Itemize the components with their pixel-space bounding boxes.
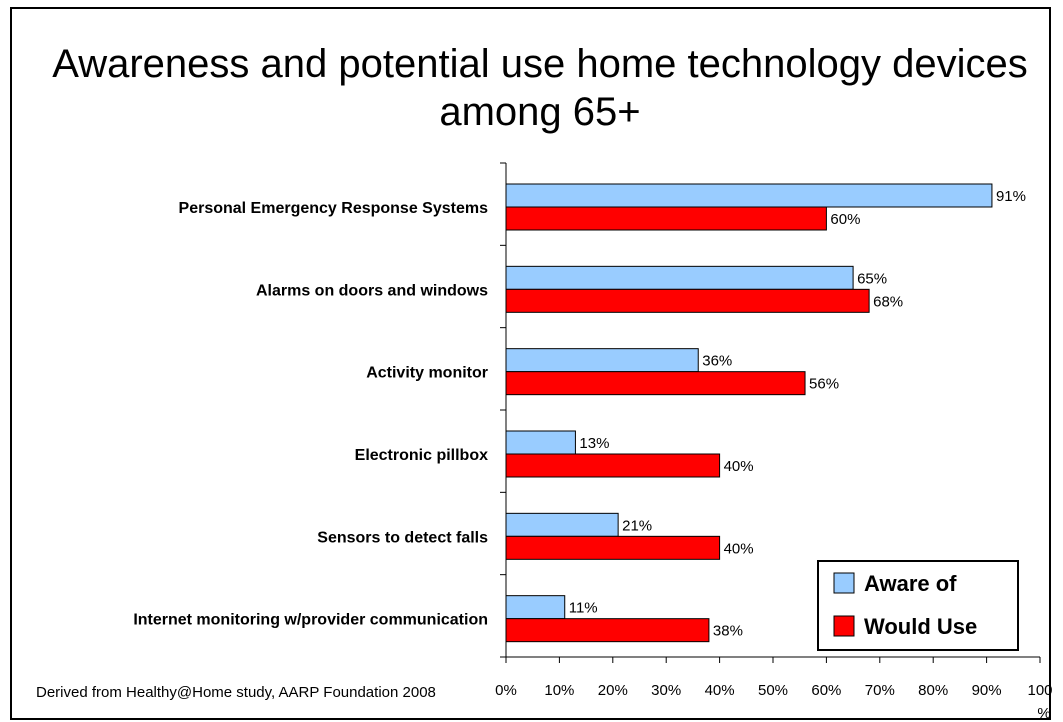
x-tick-label: 70% — [865, 682, 895, 699]
x-tick-label: 20% — [598, 682, 628, 699]
legend-swatch-would-use — [833, 615, 855, 637]
x-tick-label: 60% — [811, 682, 841, 699]
data-label: 40% — [724, 540, 754, 557]
bar-aware — [505, 265, 854, 290]
data-label: 13% — [579, 435, 609, 452]
bar-aware — [505, 430, 576, 455]
bar-would-use — [505, 453, 721, 478]
data-label: 65% — [857, 270, 887, 287]
bar-would-use — [505, 206, 827, 231]
x-tick-label-suffix: % — [1037, 705, 1050, 722]
x-tick-label: 40% — [705, 682, 735, 699]
x-tick-label: 100 — [1027, 682, 1052, 699]
data-label: 11% — [569, 600, 598, 617]
data-label: 60% — [830, 211, 860, 228]
category-label: Internet monitoring w/provider communica… — [133, 612, 488, 629]
x-tick-label: 30% — [651, 682, 681, 699]
legend-label: Aware of — [864, 571, 957, 596]
x-tick-label: 0% — [495, 682, 517, 699]
bar-aware — [505, 595, 566, 620]
data-label: 68% — [873, 293, 903, 310]
data-label: 38% — [713, 623, 743, 640]
category-label: Electronic pillbox — [355, 447, 488, 464]
bar-would-use — [505, 288, 870, 313]
x-tick-label: 10% — [544, 682, 574, 699]
bar-aware — [505, 183, 993, 208]
category-label: Activity monitor — [366, 365, 488, 382]
bar-aware — [505, 512, 619, 537]
category-label: Alarms on doors and windows — [256, 282, 488, 299]
x-tick-label: 80% — [918, 682, 948, 699]
data-label: 36% — [702, 353, 732, 370]
bar-would-use — [505, 535, 721, 560]
x-tick-label: 50% — [758, 682, 788, 699]
category-label: Personal Emergency Response Systems — [179, 200, 489, 217]
data-label: 56% — [809, 376, 839, 393]
bar-aware — [505, 348, 699, 373]
data-label: 21% — [622, 517, 652, 534]
chart-title: Awareness and potential use home technol… — [52, 42, 1028, 134]
category-label: Sensors to detect falls — [317, 529, 488, 546]
data-label: 40% — [724, 458, 754, 475]
legend-swatch-aware — [833, 572, 855, 594]
source-footnote: Derived from Healthy@Home study, AARP Fo… — [36, 684, 436, 701]
legend-label: Would Use — [864, 614, 977, 639]
bar-would-use — [505, 371, 806, 396]
data-label: 91% — [996, 188, 1026, 205]
x-tick-label: 90% — [972, 682, 1002, 699]
bar-would-use — [505, 618, 710, 643]
